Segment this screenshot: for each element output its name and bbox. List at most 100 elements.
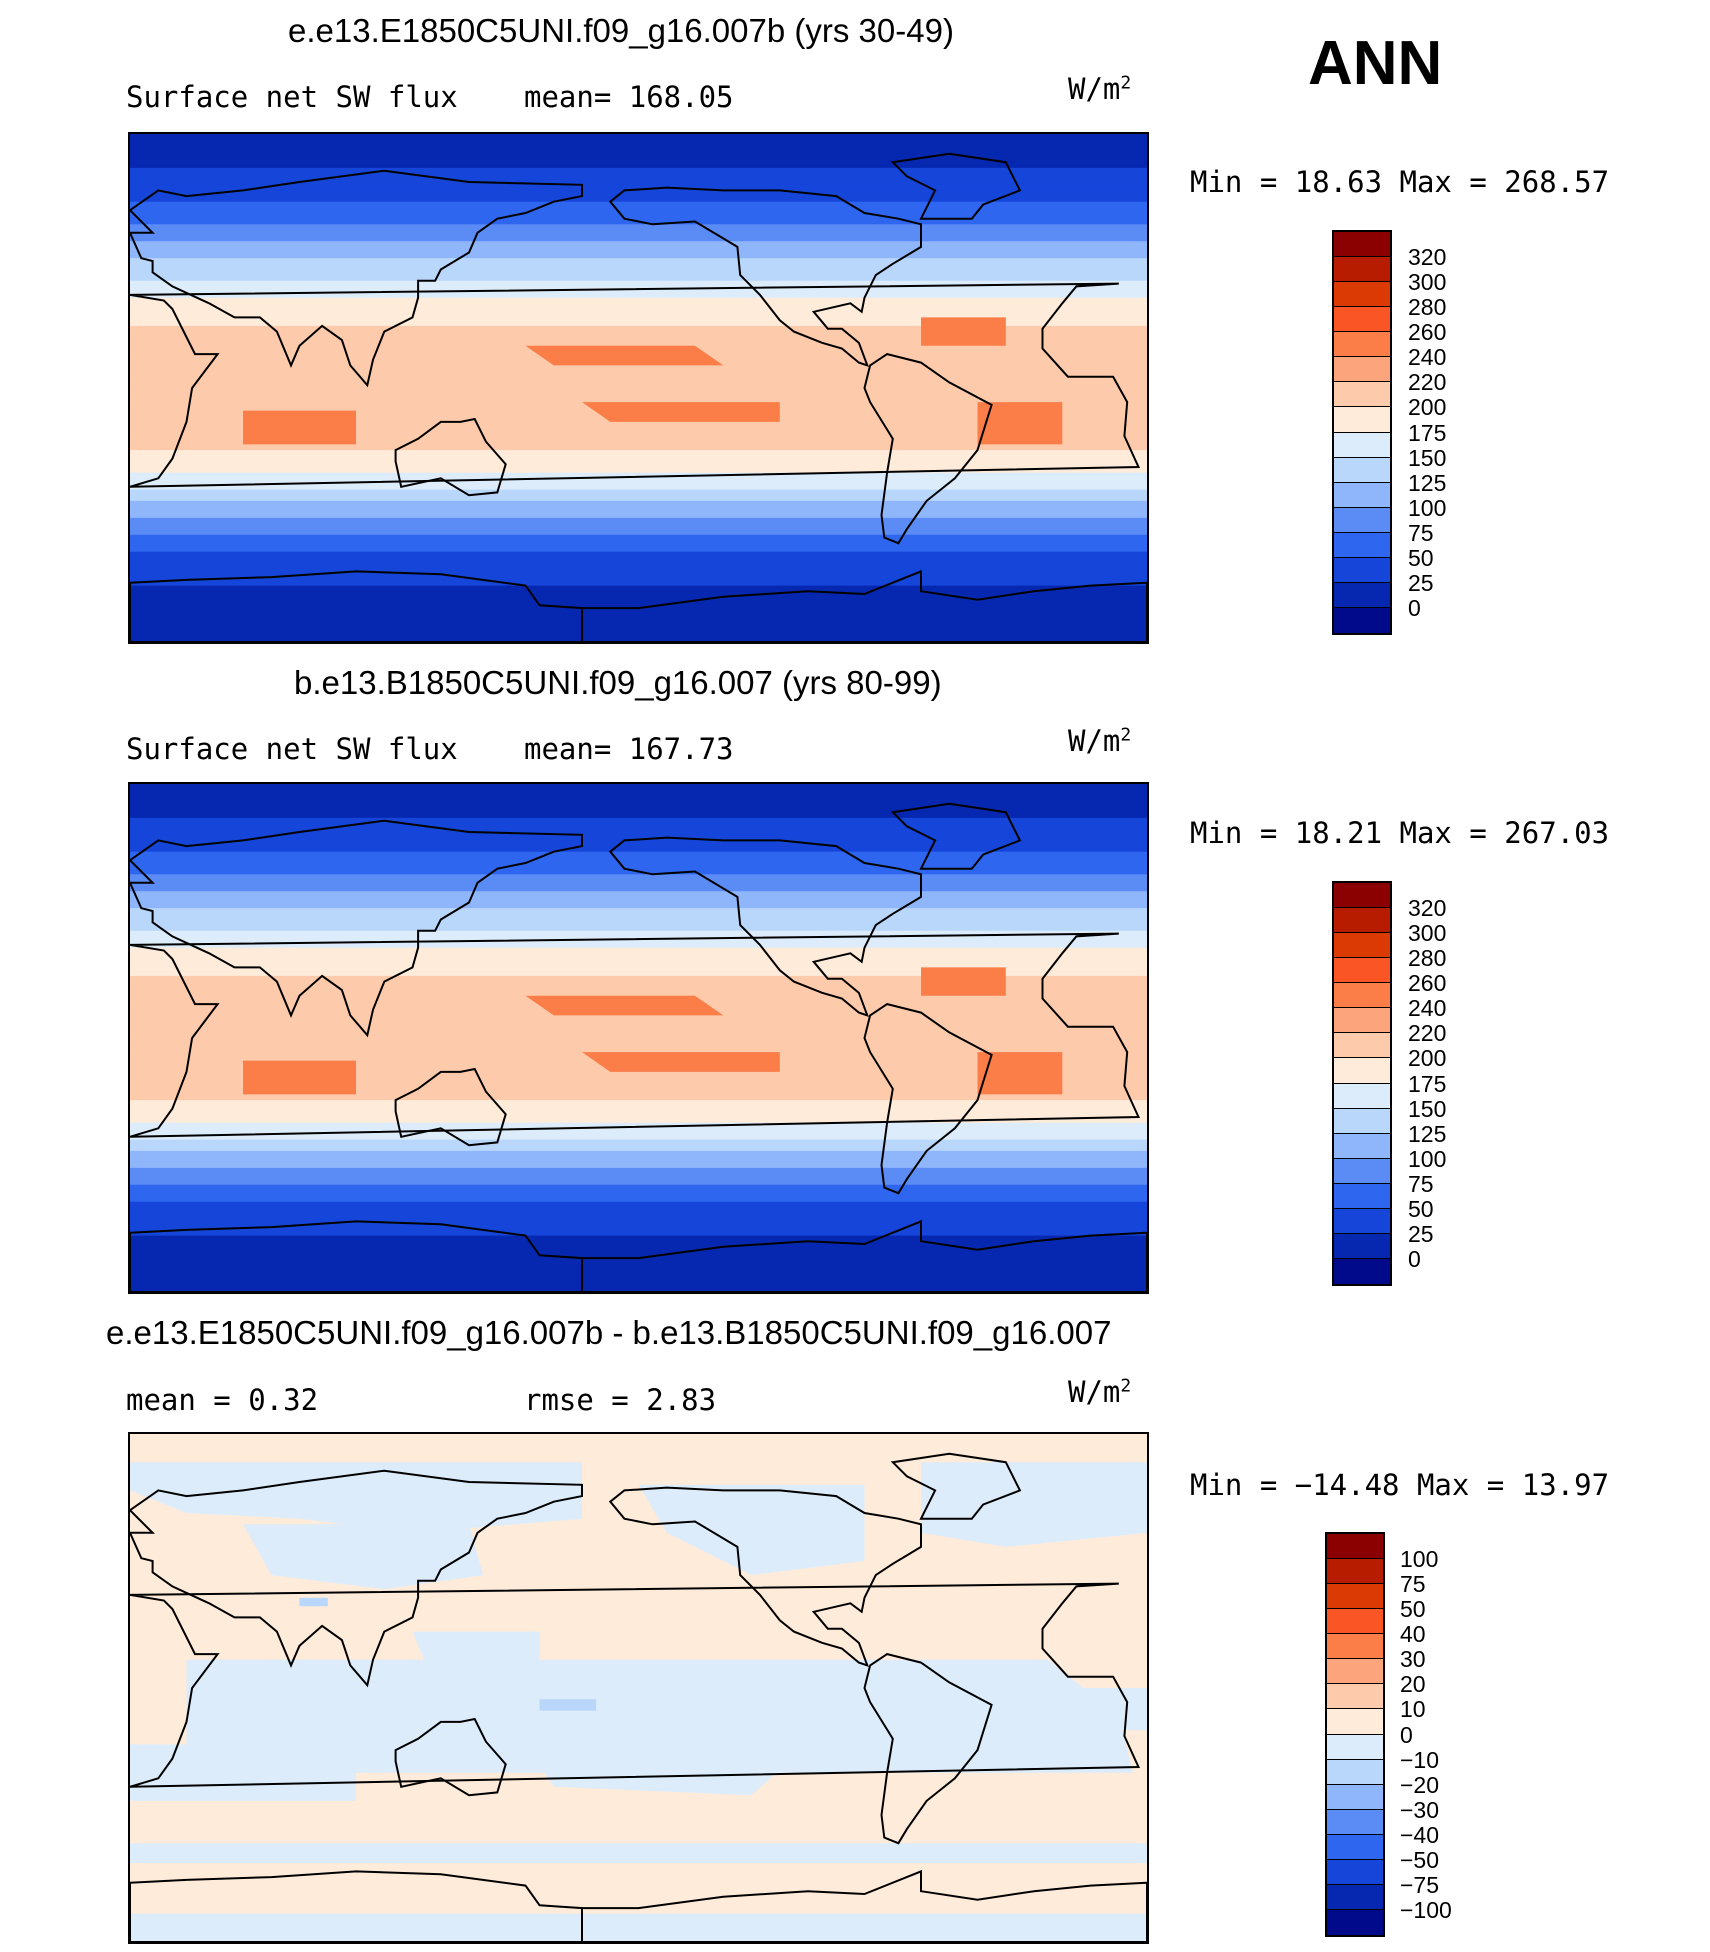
colorbar-swatch	[1327, 1909, 1383, 1935]
panel-2-title: b.e13.B1850C5UNI.f09_g16.007 (yrs 80-99)	[294, 664, 942, 701]
zonal-band	[130, 987, 1147, 994]
zonal-band	[130, 619, 1147, 626]
zonal-band	[130, 1167, 1147, 1175]
colorbar-tick-label: 280	[1408, 294, 1447, 321]
zonal-band	[130, 863, 1147, 870]
coastline-australia	[394, 417, 507, 497]
colorbar-swatch	[1334, 457, 1390, 483]
coastline-antarctica-right	[581, 569, 1147, 642]
panel-3-rmse-label: rmse = 2.83	[524, 1383, 717, 1417]
zonal-band	[130, 1173, 1147, 1180]
zonal-band	[130, 1280, 1147, 1288]
zonal-band	[130, 534, 1147, 542]
zonal-band	[130, 500, 1147, 508]
zonal-band	[130, 1105, 1147, 1113]
coastline-australia	[394, 1717, 507, 1797]
zonal-band	[130, 970, 1147, 977]
colorbar-tick-label: 25	[1408, 1220, 1434, 1247]
zonal-band	[130, 942, 1147, 949]
colorbar-swatch	[1327, 1784, 1383, 1810]
zonal-band	[130, 229, 1147, 237]
zonal-band	[130, 591, 1147, 598]
zonal-band	[130, 179, 1147, 186]
colorbar-swatch	[1334, 407, 1390, 433]
zonal-band	[130, 947, 1147, 955]
coastline-antarctica-right	[581, 1219, 1147, 1292]
colorbar-swatch	[1334, 257, 1390, 283]
coastline-greenland	[890, 1452, 1022, 1520]
colorbar-swatch	[1334, 1158, 1390, 1184]
zonal-band	[130, 376, 1147, 384]
zonal-band	[130, 1133, 1147, 1141]
colorbar-tick-label: 100	[1408, 494, 1447, 521]
zonal-band	[130, 145, 1147, 152]
colorbar-swatch	[1334, 432, 1390, 458]
zonal-band	[130, 365, 1147, 372]
zonal-band	[130, 1196, 1147, 1203]
colorbar-swatch	[1327, 1684, 1383, 1710]
zonal-band	[130, 1184, 1147, 1192]
zonal-band	[130, 608, 1147, 615]
zonal-band	[130, 551, 1147, 559]
zonal-band	[130, 421, 1147, 429]
zonal-band	[130, 207, 1147, 214]
colorbar-tick-label: 150	[1408, 444, 1447, 471]
colorbar-swatch	[1327, 1559, 1383, 1585]
coastline-greenland	[890, 152, 1022, 220]
colorbar-tick-label: 320	[1408, 244, 1447, 271]
zonal-band	[130, 795, 1147, 802]
zonal-band	[130, 1156, 1147, 1163]
zonal-band	[130, 908, 1147, 915]
zonal-band	[130, 1071, 1147, 1079]
colorbar-swatch	[1334, 908, 1390, 934]
panel-2-mean-label: mean= 167.73	[524, 732, 734, 766]
colorbar-swatch	[1327, 1609, 1383, 1635]
colorbar-tick-label: 75	[1408, 519, 1434, 546]
coastline-eurasia	[130, 819, 583, 1038]
colorbar-tick-label: 280	[1408, 945, 1447, 972]
zonal-band	[130, 433, 1147, 440]
zonal-band	[130, 529, 1147, 536]
zonal-band	[130, 1241, 1147, 1248]
colorbar-swatch	[1327, 1734, 1383, 1760]
zonal-band	[130, 506, 1147, 513]
colorbar-swatch	[1334, 1183, 1390, 1209]
zonal-band	[130, 823, 1147, 830]
panel-2-map	[128, 782, 1149, 1294]
colorbar-tick-label: 300	[1408, 920, 1447, 947]
zonal-band	[130, 252, 1147, 259]
coastline-africa	[130, 932, 1141, 1138]
colorbar-tick-label: 200	[1408, 1045, 1447, 1072]
negative-diff-region	[186, 1659, 1133, 1773]
colorbar-swatch	[1334, 357, 1390, 383]
colorbar-tick-label: 0	[1408, 594, 1421, 621]
zonal-band	[130, 784, 1147, 791]
zonal-band	[130, 1128, 1147, 1135]
coastline-south-america	[863, 1003, 993, 1195]
zonal-band	[130, 427, 1147, 434]
zonal-band	[130, 1111, 1147, 1118]
colorbar-tick-label: −100	[1400, 1896, 1452, 1923]
colorbar-swatch	[1334, 1133, 1390, 1159]
zonal-band	[130, 964, 1147, 972]
high-flux-region	[525, 995, 724, 1016]
colorbar-tick-label: 220	[1408, 369, 1447, 396]
zonal-band	[130, 450, 1147, 457]
colorbar-tick-label: 75	[1408, 1170, 1434, 1197]
zonal-band	[130, 139, 1147, 147]
zonal-band	[130, 1032, 1147, 1039]
zonal-band	[130, 568, 1147, 576]
zonal-band	[130, 1258, 1147, 1265]
coastline-eurasia	[130, 169, 583, 388]
zonal-band	[130, 1179, 1147, 1186]
zonal-band	[130, 213, 1147, 220]
zonal-band	[130, 1207, 1147, 1214]
zonal-band	[130, 636, 1147, 642]
zonal-band	[130, 1162, 1147, 1169]
negative-diff-region	[638, 1484, 865, 1576]
zonal-band	[130, 975, 1147, 983]
zonal-band	[130, 546, 1147, 553]
panel-2-units: W/m2	[1068, 724, 1132, 758]
zonal-band	[130, 308, 1147, 316]
zonal-band	[130, 574, 1147, 581]
